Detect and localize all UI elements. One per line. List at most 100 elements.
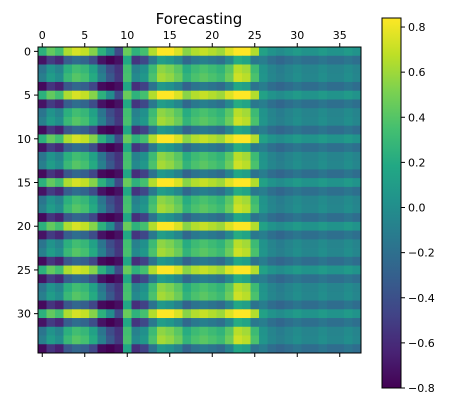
- heatmap-cell: [148, 265, 158, 275]
- heatmap-cell: [63, 221, 73, 231]
- heatmap-cell: [352, 326, 362, 336]
- colorbar-gradient: [381, 17, 402, 389]
- y-tick-label: 10: [17, 133, 31, 146]
- heatmap-cell: [267, 81, 277, 92]
- heatmap-cell: [114, 47, 124, 57]
- heatmap-cell: [276, 291, 285, 301]
- heatmap-cell: [131, 90, 141, 100]
- heatmap-cell: [267, 47, 277, 57]
- heatmap-cell: [72, 81, 81, 92]
- heatmap-cell: [191, 143, 200, 153]
- heatmap-cell: [293, 195, 302, 205]
- heatmap-cell: [191, 239, 200, 249]
- heatmap-cell: [267, 221, 277, 231]
- heatmap-cell: [148, 318, 158, 328]
- heatmap-cell: [89, 160, 98, 170]
- heatmap-cell: [38, 274, 47, 284]
- heatmap-cell: [233, 248, 243, 258]
- heatmap-cell: [72, 265, 81, 275]
- heatmap-cell: [335, 335, 345, 345]
- heatmap-cell: [208, 47, 217, 57]
- heatmap-cell: [80, 291, 90, 301]
- heatmap-cell: [301, 55, 311, 65]
- heatmap-cell: [80, 116, 90, 127]
- heatmap-cell: [97, 283, 107, 293]
- heatmap-cell: [55, 309, 64, 319]
- heatmap-cell: [344, 248, 353, 258]
- heatmap-cell: [259, 265, 268, 275]
- heatmap-cell: [114, 204, 124, 214]
- heatmap-cell: [123, 213, 132, 223]
- heatmap-cell: [352, 99, 362, 109]
- heatmap-cell: [148, 178, 158, 188]
- heatmap-cell: [174, 108, 183, 118]
- heatmap-cell: [157, 134, 166, 144]
- heatmap-cell: [284, 326, 294, 336]
- heatmap-cell: [46, 291, 56, 301]
- heatmap-cell: [225, 283, 234, 293]
- heatmap-cell: [276, 178, 285, 188]
- heatmap-cell: [259, 300, 268, 310]
- heatmap-cell: [318, 300, 328, 310]
- heatmap-cell: [216, 309, 226, 319]
- heatmap-cell: [242, 73, 251, 83]
- heatmap-cell: [276, 169, 285, 179]
- heatmap-cell: [38, 178, 47, 188]
- heatmap-cell: [352, 151, 362, 162]
- heatmap-cell: [259, 134, 268, 144]
- heatmap-cell: [148, 47, 158, 57]
- heatmap-cell: [182, 195, 192, 205]
- heatmap-cell: [165, 169, 175, 179]
- colorbar-tick-label: 0.0: [408, 202, 426, 215]
- heatmap-cell: [208, 143, 217, 153]
- heatmap-cell: [157, 265, 166, 275]
- heatmap-cell: [225, 55, 234, 65]
- heatmap-cell: [123, 81, 132, 92]
- heatmap-cell: [148, 335, 158, 345]
- heatmap-cell: [148, 125, 158, 135]
- heatmap-cell: [318, 108, 328, 118]
- heatmap-cell: [310, 239, 319, 249]
- heatmap-cell: [114, 178, 124, 188]
- heatmap-cell: [284, 81, 294, 92]
- heatmap-cell: [233, 195, 243, 205]
- heatmap-cell: [89, 134, 98, 144]
- heatmap-cell: [335, 274, 345, 284]
- heatmap-cell: [165, 125, 175, 135]
- heatmap-cell: [310, 335, 319, 345]
- heatmap-cell: [165, 186, 175, 197]
- heatmap-cell: [55, 300, 64, 310]
- heatmap-cell: [276, 55, 285, 65]
- heatmap-cell: [301, 151, 311, 162]
- heatmap-cell: [250, 221, 260, 231]
- heatmap-cell: [216, 55, 226, 65]
- heatmap-cell: [310, 230, 319, 240]
- heatmap-cell: [318, 239, 328, 249]
- heatmap-cell: [140, 230, 149, 240]
- heatmap-cell: [318, 151, 328, 162]
- heatmap-cell: [89, 265, 98, 275]
- heatmap-cell: [267, 116, 277, 127]
- heatmap-cell: [191, 116, 200, 127]
- heatmap-cell: [335, 143, 345, 153]
- heatmap-cell: [310, 55, 319, 65]
- heatmap-cell: [106, 134, 115, 144]
- heatmap-cell: [293, 318, 302, 328]
- heatmap-cell: [97, 186, 107, 197]
- heatmap-cell: [242, 81, 251, 92]
- heatmap-cell: [310, 73, 319, 83]
- heatmap-cell: [131, 213, 141, 223]
- heatmap-cell: [174, 300, 183, 310]
- heatmap-cell: [80, 283, 90, 293]
- heatmap-cell: [233, 151, 243, 162]
- heatmap-cell: [225, 160, 234, 170]
- heatmap-cell: [216, 300, 226, 310]
- heatmap-cell: [55, 99, 64, 109]
- heatmap-cell: [63, 300, 73, 310]
- heatmap-cell: [267, 134, 277, 144]
- heatmap-cell: [106, 274, 115, 284]
- heatmap-cell: [148, 143, 158, 153]
- heatmap-cell: [182, 90, 192, 100]
- heatmap-cell: [63, 134, 73, 144]
- heatmap-cell: [327, 344, 336, 354]
